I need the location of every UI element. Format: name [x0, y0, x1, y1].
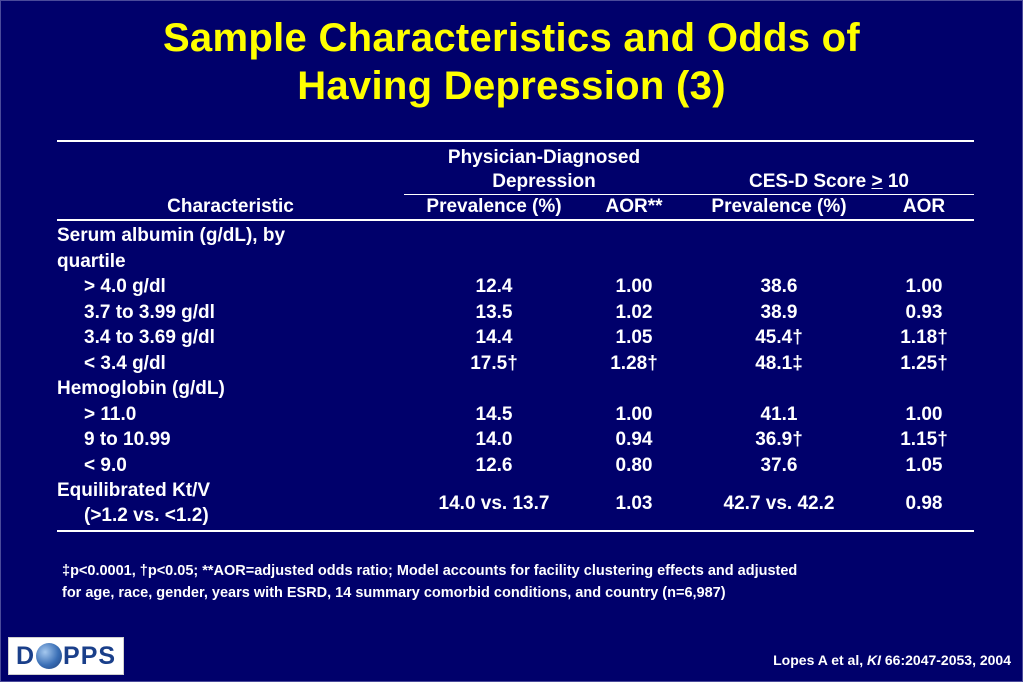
- section-row-hemoglobin: Hemoglobin (g/dL): [57, 376, 974, 402]
- row-label: 3.4 to 3.69 g/dl: [84, 327, 215, 348]
- cell-aor-2: 0.93: [905, 301, 943, 323]
- cell-prevalence-1: 14.0: [475, 429, 513, 450]
- cell-aor-1: 1.00: [615, 403, 653, 425]
- globe-icon: [36, 643, 63, 669]
- table-row: > 4.0 g/dl 12.4 1.00 38.6 1.00: [57, 274, 974, 300]
- cell-prevalence-1: 14.5: [475, 403, 513, 425]
- row-label: > 11.0: [84, 403, 137, 425]
- cell-aor-1: 1.00: [615, 276, 653, 297]
- cell-aor-2: 1.15†: [900, 429, 948, 450]
- row-label: 3.7 to 3.99 g/dl: [84, 301, 215, 323]
- cell-aor-2: 1.00: [905, 403, 943, 425]
- cell-prevalence-1: 14.0 vs. 13.7: [438, 493, 550, 515]
- cell-aor-2: 1.25†: [900, 352, 948, 374]
- footnote-line-2: for age, race, gender, years with ESRD, …: [62, 585, 726, 601]
- gte-symbol: >: [871, 171, 883, 192]
- dopps-logo: D PPS: [8, 637, 124, 675]
- table-row: 9 to 10.99 14.0 0.94 36.9† 1.15†: [57, 427, 974, 453]
- cell-aor-2: 1.00: [905, 276, 943, 297]
- cell-aor-1: 0.80: [615, 454, 653, 476]
- depression-table: Physician-Diagnosed Depression CES-D Sco…: [57, 140, 974, 532]
- cell-prevalence-2: 36.9†: [755, 429, 803, 450]
- row-label-ktv: Equilibrated Kt/V (>1.2 vs. <1.2): [57, 480, 211, 526]
- cell-aor-1: 1.02: [615, 301, 653, 323]
- col-header-aor-2: AOR: [902, 196, 946, 217]
- col-header-prevalence-2: Prevalence (%): [711, 196, 847, 217]
- cell-prevalence-1: 14.4: [475, 327, 513, 348]
- col-header-aor-1: AOR**: [605, 196, 663, 217]
- header-row-columns: Characteristic Prevalence (%) AOR** Prev…: [57, 195, 974, 220]
- section-label-serum-cont: quartile: [57, 250, 126, 272]
- cell-aor-1: 1.03: [615, 493, 653, 515]
- section-row-serum-cont: quartile: [57, 249, 974, 275]
- title-line-1: Sample Characteristics and Odds of: [162, 16, 861, 60]
- table-row: < 9.0 12.6 0.80 37.6 1.05: [57, 453, 974, 479]
- cell-prevalence-2: 38.9: [760, 301, 798, 323]
- cell-prevalence-2: 48.1‡: [755, 352, 803, 374]
- cell-aor-2: 1.05: [905, 454, 943, 476]
- cell-prevalence-1: 13.5: [475, 301, 513, 323]
- table-row: 3.7 to 3.99 g/dl 13.5 1.02 38.9 0.93: [57, 300, 974, 326]
- row-label: < 9.0: [84, 454, 127, 476]
- citation: Lopes A et al, KI 66:2047-2053, 2004: [773, 652, 1011, 668]
- footnote-line-1: ‡p<0.0001, †p<0.05; **AOR=adjusted odds …: [62, 563, 798, 579]
- cell-aor-2: 1.18†: [900, 327, 948, 348]
- col-header-characteristic: Characteristic: [167, 195, 294, 217]
- footnote: ‡p<0.0001, †p<0.05; **AOR=adjusted odds …: [62, 560, 982, 604]
- cell-prevalence-2: 42.7 vs. 42.2: [723, 493, 835, 515]
- header-row-groups: Physician-Diagnosed Depression CES-D Sco…: [57, 140, 974, 195]
- cell-prevalence-1: 17.5†: [470, 352, 518, 374]
- row-label: < 3.4 g/dl: [84, 352, 166, 374]
- col-header-prevalence-1: Prevalence (%): [426, 196, 562, 217]
- cell-aor-1: 1.28†: [610, 352, 658, 374]
- section-label-serum: Serum albumin (g/dL), by: [57, 225, 286, 246]
- cell-prevalence-2: 38.6: [760, 276, 798, 297]
- table-row: 3.4 to 3.69 g/dl 14.4 1.05 45.4† 1.18†: [57, 325, 974, 351]
- row-label: 9 to 10.99: [84, 429, 171, 450]
- cell-aor-1: 0.94: [615, 429, 653, 450]
- table-row: < 3.4 g/dl 17.5† 1.28† 48.1‡ 1.25†: [57, 351, 974, 377]
- section-label-hemoglobin: Hemoglobin (g/dL): [57, 378, 225, 399]
- group-header-cesd: CES-D Score > 10: [684, 140, 974, 195]
- cell-prevalence-1: 12.6: [475, 454, 513, 476]
- cell-aor-1: 1.05: [615, 327, 653, 348]
- cell-prevalence-1: 12.4: [475, 276, 513, 297]
- slide-title: Sample Characteristics and Odds of Havin…: [0, 14, 1023, 110]
- row-label: > 4.0 g/dl: [84, 276, 166, 297]
- section-row-serum: Serum albumin (g/dL), by: [57, 220, 974, 249]
- table-row-ktv: Equilibrated Kt/V (>1.2 vs. <1.2) 14.0 v…: [57, 478, 974, 531]
- cell-prevalence-2: 41.1: [760, 403, 798, 425]
- group-header-physician: Physician-Diagnosed Depression: [404, 140, 684, 195]
- cell-prevalence-2: 37.6: [760, 454, 798, 476]
- cell-aor-2: 0.98: [905, 493, 943, 515]
- table-row: > 11.0 14.5 1.00 41.1 1.00: [57, 402, 974, 428]
- cell-prevalence-2: 45.4†: [755, 327, 803, 348]
- title-line-2: Having Depression (3): [297, 64, 726, 108]
